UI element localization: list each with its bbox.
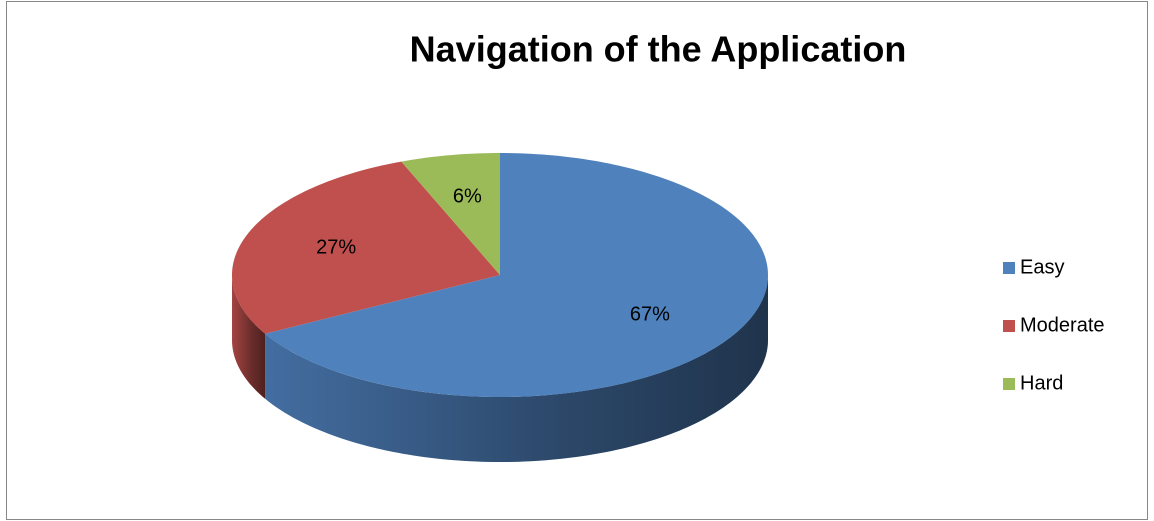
- legend-swatch: [1003, 320, 1015, 332]
- legend-label: Moderate: [1020, 314, 1105, 336]
- data-label: 27%: [316, 236, 356, 258]
- slice-side-shade: [265, 275, 768, 462]
- pie-slice: [232, 161, 500, 334]
- legend-label: Hard: [1020, 372, 1063, 394]
- pie-slice: [401, 153, 500, 275]
- data-label: 67%: [630, 304, 670, 326]
- slice-side-shade: [232, 275, 266, 399]
- legend-swatch: [1003, 378, 1015, 390]
- pie-slice: [265, 153, 768, 397]
- legend-label: Easy: [1020, 256, 1064, 278]
- legend-swatch: [1003, 262, 1015, 274]
- chart-title: Navigation of the Application: [410, 29, 907, 70]
- data-label: 6%: [453, 185, 482, 207]
